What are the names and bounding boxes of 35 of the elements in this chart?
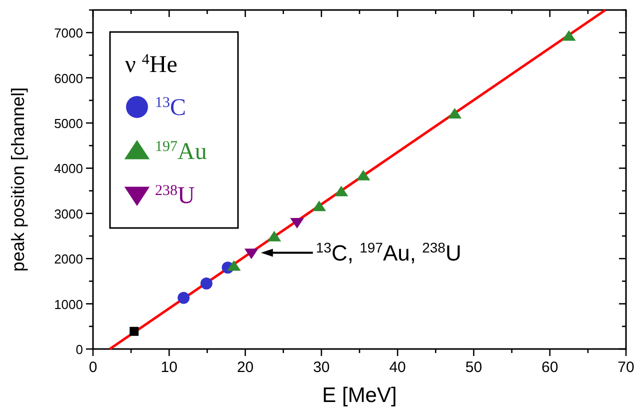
point [130,326,139,336]
y-tick-label: 4000 [54,161,83,176]
point [226,260,241,271]
x-axis-title: E [MeV] [322,384,397,407]
x-tick-label: 30 [313,359,330,376]
legend-label: $^{197}$Au [155,139,207,165]
x-tick-label: 60 [542,359,558,376]
point [562,30,576,41]
x-tick-label: 0 [88,359,98,376]
point [334,186,348,196]
x-tick-label: 50 [465,359,482,376]
legend-label: $^{13}$C [155,95,186,121]
point [448,108,462,118]
y-tick-label: 6000 [54,70,83,86]
x-tick-label: 70 [618,359,634,376]
y-tick-label: 7000 [54,26,83,41]
annotation: $^{13}$C, $^{197}$Au, $^{238}$U [316,240,462,266]
y-axis-title: peak position [channel] [8,87,28,272]
point [267,230,282,242]
y-tick-label: 0 [76,342,83,357]
point [178,292,190,304]
x-tick-label: 40 [389,359,406,376]
point [244,248,258,260]
y-tick-label: 3000 [54,206,83,222]
y-tick-label: 5000 [54,116,83,131]
x-tick-label: 20 [236,359,254,376]
x-tick-label: 10 [160,359,178,376]
legend-label: $^{238}$U [155,183,195,209]
y-tick-label: 2000 [54,252,83,267]
point [290,218,304,228]
legend-title: ν $^{4}$He [125,52,178,78]
point [356,170,370,180]
point [200,277,212,290]
point [312,200,326,212]
y-tick-label: 1000 [54,296,83,312]
